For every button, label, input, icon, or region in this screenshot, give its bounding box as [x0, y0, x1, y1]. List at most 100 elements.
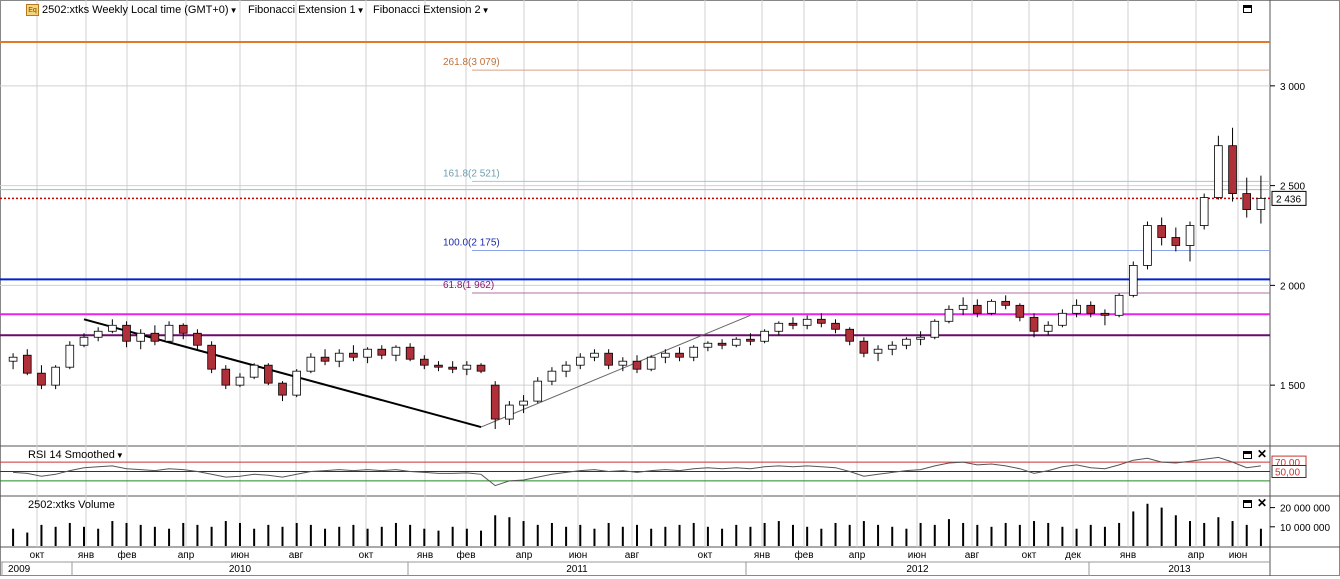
candle-body — [1143, 225, 1152, 266]
chevron-down-icon: ▼ — [356, 6, 365, 15]
chevron-down-icon: ▼ — [229, 6, 238, 15]
candle-body — [1114, 294, 1124, 316]
candle-body — [831, 322, 840, 330]
candle-body — [533, 380, 543, 402]
volume-tick-label: 20 000 000 — [1280, 504, 1330, 515]
candle-body — [746, 338, 755, 342]
month-tick-label: авг — [625, 550, 640, 561]
rsi-title: RSI 14 Smoothed — [28, 449, 115, 461]
candle-body — [164, 324, 174, 342]
candle-body — [1100, 312, 1110, 316]
fibonacci-level-label: 100.0(2 175) — [443, 237, 500, 248]
candle-body — [448, 366, 457, 370]
candle-body — [235, 376, 245, 386]
chevron-down-icon: ▼ — [115, 451, 124, 460]
candle-body — [122, 324, 131, 342]
candle-body — [150, 332, 160, 342]
candle-body — [1128, 265, 1138, 296]
candle-body — [873, 348, 883, 354]
candle-body — [349, 352, 358, 358]
rsi-level-label: 50,00 — [1275, 468, 1300, 479]
price-tick-label: 1 500 — [1280, 381, 1305, 392]
candle-body — [717, 342, 727, 346]
month-tick-label: апр — [849, 550, 866, 561]
month-tick-label: фев — [117, 549, 136, 561]
candle-body — [731, 338, 741, 346]
trend-line — [83, 318, 482, 429]
candle-body — [1199, 197, 1209, 226]
month-tick-label: дек — [1065, 550, 1081, 561]
rsi-pane-title[interactable]: RSI 14 Smoothed▼ — [28, 449, 124, 461]
rsi-level-tag — [1271, 465, 1307, 478]
month-tick-label: апр — [1188, 550, 1205, 561]
candle-body — [264, 364, 273, 384]
candle-body — [774, 322, 784, 332]
month-tick-label: янв — [417, 550, 433, 561]
candle-body — [1058, 312, 1067, 326]
fibonacci-extension-1-dropdown[interactable]: Fibonacci Extension 1▼ — [248, 2, 365, 19]
candle-body — [632, 360, 642, 370]
maximize-main-pane-icon[interactable] — [1243, 5, 1252, 13]
trend-line — [480, 314, 751, 428]
candle-body — [377, 348, 387, 356]
price-tick-label: 2 500 — [1280, 182, 1305, 193]
symbol-title: 2502:xtks Weekly Local time (GMT+0) — [42, 4, 229, 16]
candle-body — [93, 330, 103, 338]
candle-body — [79, 336, 89, 346]
maximize-volume-pane-icon[interactable] — [1243, 500, 1252, 508]
candle-body — [689, 346, 699, 358]
candle-body — [575, 356, 585, 366]
candle-body — [405, 346, 415, 360]
candle-body — [207, 344, 216, 370]
candle-body — [887, 344, 897, 350]
candle-body — [590, 352, 599, 358]
fibonacci-extension-2-dropdown[interactable]: Fibonacci Extension 2▼ — [373, 2, 490, 19]
candle-body — [675, 352, 684, 358]
candle-body — [334, 352, 344, 362]
month-tick-label: фев — [456, 549, 475, 561]
current-price-tag — [1271, 190, 1307, 206]
candle-body — [22, 354, 32, 374]
symbol-title-dropdown[interactable]: 2502:xtks Weekly Local time (GMT+0)▼ — [42, 2, 237, 19]
candle-body — [788, 322, 798, 326]
month-tick-label: янв — [754, 550, 770, 561]
month-tick-label: окт — [1022, 550, 1037, 561]
candle-body — [604, 352, 613, 366]
month-tick-label: авг — [965, 550, 980, 561]
fibonacci-extension-1-label: Fibonacci Extension 1 — [248, 4, 356, 16]
candle-body — [434, 364, 443, 368]
month-tick-label: фев — [794, 549, 813, 561]
candle-body — [8, 356, 18, 362]
close-rsi-pane-icon[interactable]: ✕ — [1257, 447, 1268, 461]
candle-body — [306, 356, 316, 372]
close-volume-pane-icon[interactable]: ✕ — [1257, 496, 1268, 510]
equity-symbol-icon[interactable]: Eq — [26, 4, 39, 16]
month-tick-label: апр — [516, 550, 533, 561]
candle-body — [845, 328, 854, 342]
fibonacci-level-label: 261.8(3 079) — [443, 57, 500, 68]
candle-body — [1242, 193, 1252, 210]
candle-body — [703, 342, 713, 348]
candle-body — [505, 404, 514, 420]
candle-body — [1015, 304, 1025, 318]
candle-body — [178, 324, 188, 334]
candle-body — [1171, 237, 1181, 246]
candle-body — [1001, 300, 1010, 306]
month-tick-label: июн — [569, 550, 588, 561]
fibonacci-level-label: 61.8(1 962) — [443, 280, 494, 291]
maximize-rsi-pane-icon[interactable] — [1243, 451, 1252, 459]
candle-body — [1185, 225, 1195, 246]
month-tick-label: июн — [908, 550, 927, 561]
candle-body — [221, 368, 231, 386]
candle-body — [193, 332, 202, 346]
candle-body — [1086, 304, 1096, 314]
candle-body — [1072, 304, 1081, 314]
candle-body — [136, 332, 146, 342]
candle-body — [51, 366, 60, 386]
fibonacci-level-label: 161.8(2 521) — [443, 168, 500, 179]
month-tick-label: янв — [78, 550, 94, 561]
candle-body — [108, 324, 117, 332]
rsi-level-label: 70,00 — [1275, 458, 1300, 469]
